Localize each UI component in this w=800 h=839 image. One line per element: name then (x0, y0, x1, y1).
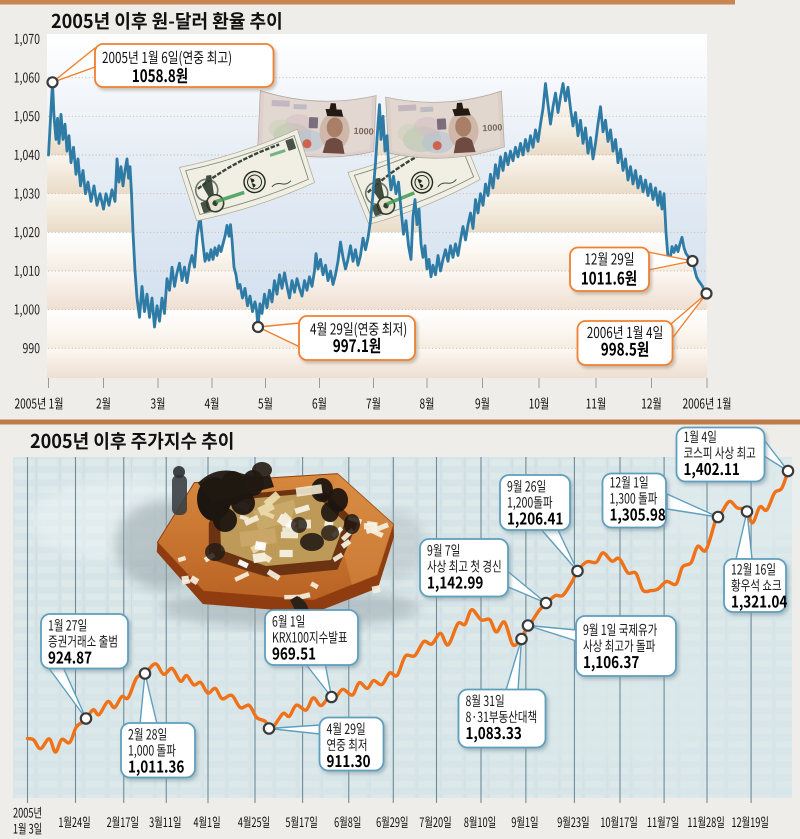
svg-text:1000: 1000 (482, 122, 503, 133)
svg-text:1000: 1000 (353, 126, 373, 137)
